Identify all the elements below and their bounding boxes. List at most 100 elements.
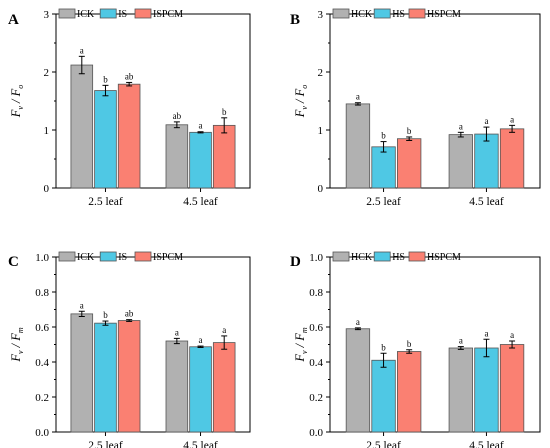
y-axis-label: Fv / Fm (293, 327, 309, 363)
significance-label: b (103, 74, 108, 84)
significance-label: a (80, 45, 84, 55)
y-axis-label: Fv / Fo (293, 85, 309, 119)
bar (94, 322, 117, 433)
bar (397, 351, 422, 433)
panel-letter: C (8, 254, 19, 270)
legend-swatch (99, 251, 117, 262)
significance-label: a (459, 121, 463, 131)
bar (70, 313, 94, 433)
bar (117, 83, 141, 189)
significance-label: a (484, 328, 488, 338)
chart-panel-d: D Fv / Fm 0.0 0.2 0.4 0.6 0.8 1.0 2.5 leaf a b b 4.5… (290, 251, 541, 448)
bar (448, 347, 473, 433)
legend-label: HSPCM (427, 252, 461, 263)
legend-swatch (58, 251, 76, 262)
bar (499, 128, 525, 189)
y-tick-label: 0.6 (309, 322, 323, 334)
y-tick-label: 1.0 (35, 252, 49, 264)
panel-letter: B (290, 12, 300, 28)
legend-label: IS (118, 252, 127, 263)
legend-label: ISPCM (153, 9, 183, 20)
bar (474, 133, 499, 189)
legend-swatch (373, 8, 391, 19)
y-tick-label: 0.2 (309, 392, 323, 404)
legend-label: HCK (351, 252, 373, 263)
x-tick-label: 4.5 leaf (183, 196, 218, 208)
bar (371, 146, 396, 189)
legend-swatch (332, 8, 350, 19)
y-tick-label: 3 (44, 9, 50, 21)
bar (448, 134, 473, 189)
x-tick-label: 4.5 leaf (469, 196, 504, 208)
y-tick-label: 2 (318, 67, 324, 79)
bar (212, 124, 236, 189)
legend-swatch (58, 8, 76, 19)
x-tick-label: 2.5 leaf (366, 196, 401, 208)
legend-swatch (99, 8, 117, 19)
legend-label: HS (392, 252, 405, 263)
y-tick-label: 0.6 (35, 322, 49, 334)
legend-label: ISPCM (153, 252, 183, 263)
legend-label: HS (392, 9, 405, 20)
y-tick-label: 0.0 (309, 427, 323, 439)
significance-label: ab (125, 71, 134, 81)
bar (117, 320, 141, 433)
significance-label: b (381, 342, 386, 352)
y-axis-label: Fv / Fm (9, 327, 25, 363)
significance-label: a (175, 327, 179, 337)
legend-label: HSPCM (427, 9, 461, 20)
y-tick-label: 0 (318, 183, 324, 195)
bar (499, 344, 525, 433)
x-tick-label: 4.5 leaf (183, 440, 218, 448)
significance-label: a (356, 317, 360, 327)
y-tick-label: 1 (318, 125, 324, 137)
y-tick-label: 1.0 (309, 252, 323, 264)
x-tick-label: 4.5 leaf (469, 440, 504, 448)
significance-label: ab (173, 111, 182, 121)
significance-label: b (407, 126, 412, 136)
significance-label: a (356, 92, 360, 102)
legend-swatch (408, 8, 426, 19)
significance-label: a (199, 121, 203, 131)
legend-label: ICK (77, 9, 95, 20)
y-tick-label: 0.4 (35, 357, 49, 369)
significance-label: a (199, 335, 203, 345)
bar (345, 103, 371, 189)
legend-swatch (134, 251, 152, 262)
significance-label: a (459, 336, 463, 346)
bar (165, 124, 189, 189)
significance-label: ab (125, 309, 134, 319)
panel-letter: D (290, 254, 301, 270)
bar (345, 328, 371, 433)
chart-panel-b: B Fv / Fo 0 1 2 3 2.5 leaf a b b 4.5 leaf a a a HCK HS H… (290, 8, 541, 208)
y-tick-label: 0.4 (309, 357, 323, 369)
significance-label: b (407, 339, 412, 349)
bar (165, 340, 189, 433)
bar (474, 347, 499, 433)
significance-label: b (381, 131, 386, 141)
legend-label: HCK (351, 9, 373, 20)
x-tick-label: 2.5 leaf (88, 196, 123, 208)
legend-swatch (332, 251, 350, 262)
bar (94, 90, 117, 189)
y-tick-label: 1 (44, 125, 50, 137)
x-tick-label: 2.5 leaf (88, 440, 123, 448)
significance-label: b (103, 310, 108, 320)
legend-label: IS (118, 9, 127, 20)
panel-letter: A (8, 12, 19, 28)
bar (397, 138, 422, 189)
y-tick-label: 0.8 (309, 287, 323, 299)
legend-swatch (408, 251, 426, 262)
y-tick-label: 0.2 (35, 392, 49, 404)
significance-label: a (222, 325, 226, 335)
y-tick-label: 2 (44, 67, 50, 79)
y-tick-label: 3 (318, 9, 324, 21)
y-tick-label: 0 (44, 183, 50, 195)
legend-label: ICK (77, 252, 95, 263)
bar (70, 64, 94, 189)
significance-label: b (222, 107, 227, 117)
legend-swatch (134, 8, 152, 19)
